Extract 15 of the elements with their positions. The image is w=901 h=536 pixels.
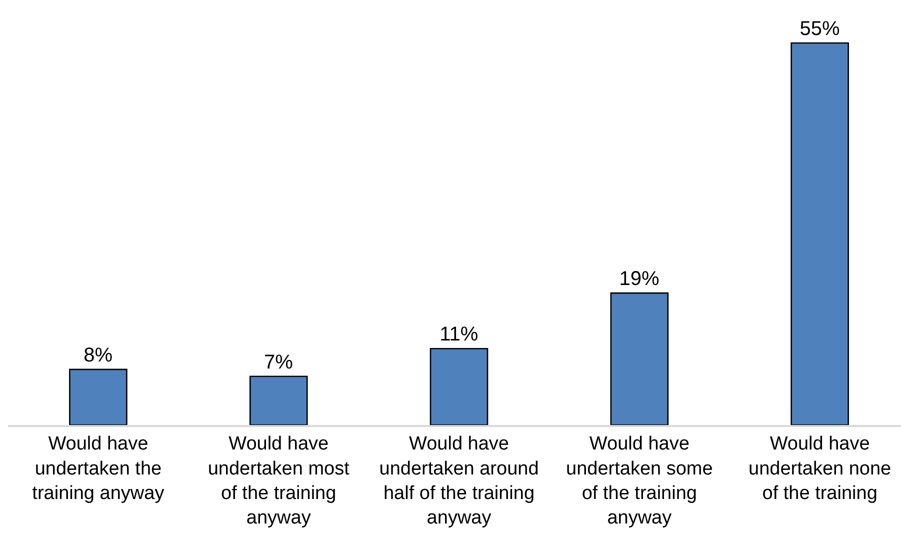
- bar: [790, 42, 849, 425]
- x-tick-label: Would have undertaken most of the training anyway: [208, 434, 350, 529]
- bar: [610, 292, 669, 425]
- data-label: 19%: [619, 268, 660, 290]
- data-label: 11%: [440, 324, 478, 346]
- x-tick-label: Would have undertaken some of the training anyway: [566, 434, 713, 529]
- x-tick-label: Would have undertaken around half of the training anyway: [379, 434, 539, 529]
- data-label: 55%: [800, 18, 840, 40]
- x-tick-label: Would have undertaken the training anyway: [32, 434, 165, 504]
- bar: [249, 376, 308, 425]
- data-label: 8%: [84, 344, 113, 366]
- data-label: 7%: [264, 351, 294, 374]
- x-tick-label: Would have undertaken none of the training: [748, 434, 892, 504]
- bar: [430, 348, 488, 425]
- bar: [69, 368, 128, 425]
